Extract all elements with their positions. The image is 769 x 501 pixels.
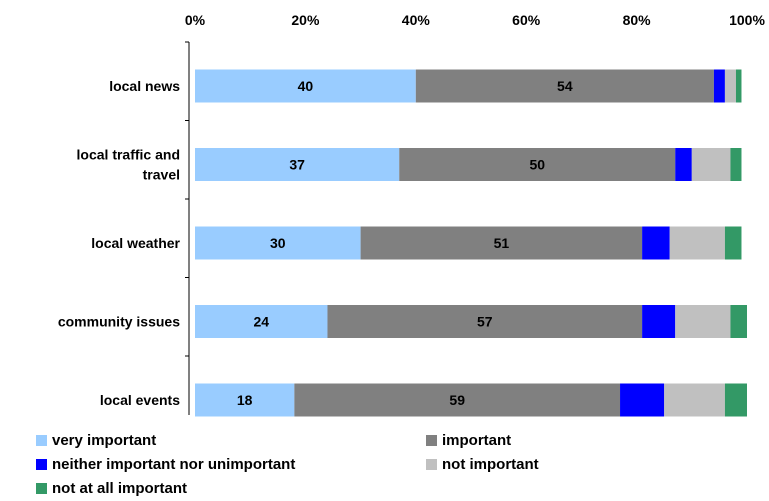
bar-segment bbox=[691, 148, 731, 181]
legend-swatch bbox=[36, 483, 47, 494]
legend-item: neither important nor unimportant bbox=[36, 456, 295, 473]
data-label: 24 bbox=[253, 314, 269, 330]
bar-segment bbox=[415, 69, 714, 103]
legend-item: not at all important bbox=[36, 480, 187, 497]
data-label: 18 bbox=[237, 392, 253, 408]
bar-segment bbox=[195, 226, 361, 260]
x-tick-label: 60% bbox=[512, 12, 541, 28]
bar-segment bbox=[675, 305, 731, 338]
legend: very important important neither important… bbox=[36, 432, 756, 500]
bar-segment bbox=[294, 383, 621, 417]
axis-layer: 0% 20% 40% 60% 80% 100% bbox=[185, 12, 765, 415]
legend-label: not at all important bbox=[52, 480, 187, 497]
data-label: 30 bbox=[270, 235, 286, 251]
bar-segment bbox=[195, 383, 295, 417]
bar-segment bbox=[730, 305, 747, 338]
legend-swatch bbox=[36, 459, 47, 470]
data-label: 59 bbox=[449, 392, 465, 408]
x-tick-label: 100% bbox=[729, 12, 765, 28]
category-label: community issues bbox=[58, 314, 180, 330]
bar-segment bbox=[195, 148, 400, 181]
legend-item: not important bbox=[426, 456, 539, 473]
legend-item: important bbox=[426, 432, 511, 449]
x-tick-label: 20% bbox=[291, 12, 320, 28]
data-label: 51 bbox=[494, 235, 510, 251]
bar-segment bbox=[675, 148, 692, 181]
data-label: 54 bbox=[557, 78, 573, 94]
legend-label: not important bbox=[442, 456, 539, 473]
x-tick-label: 40% bbox=[402, 12, 431, 28]
legend-swatch bbox=[426, 435, 437, 446]
bar-segment bbox=[642, 226, 670, 260]
x-tick-label: 80% bbox=[623, 12, 652, 28]
bar-segment bbox=[713, 69, 725, 103]
bar-segment bbox=[724, 383, 747, 417]
category-label: local news bbox=[109, 78, 180, 94]
legend-label: important bbox=[442, 432, 512, 449]
bar-segment bbox=[360, 226, 643, 260]
legend-swatch bbox=[426, 459, 437, 470]
legend-label: neither important nor unimportant bbox=[52, 456, 296, 473]
bar-segment bbox=[669, 226, 725, 260]
bar-segment bbox=[735, 69, 742, 103]
legend-label: very important bbox=[52, 432, 157, 449]
data-label: 37 bbox=[289, 157, 305, 173]
bar-segment bbox=[664, 383, 725, 417]
data-label: 57 bbox=[477, 314, 493, 330]
data-label: 50 bbox=[529, 157, 545, 173]
bar-segment bbox=[642, 305, 676, 338]
bar-segment bbox=[195, 69, 416, 103]
legend-item: very important bbox=[36, 432, 156, 449]
bar-segment bbox=[730, 148, 742, 181]
bars-layer bbox=[195, 69, 747, 417]
stacked-bar-chart: 0% 20% 40% 60% 80% 100% 40 54 local news 37 50 loc… bbox=[58, 12, 765, 417]
x-tick-label: 0% bbox=[185, 12, 206, 28]
bar-segment bbox=[327, 305, 643, 338]
labels-layer: 40 54 local news 37 50 local traffic and trave… bbox=[58, 78, 573, 408]
category-label: travel bbox=[143, 167, 180, 183]
category-label: local events bbox=[100, 392, 180, 408]
legend-swatch bbox=[36, 435, 47, 446]
bar-segment bbox=[620, 383, 665, 417]
bar-segment bbox=[399, 148, 676, 181]
bar-segment bbox=[724, 226, 742, 260]
category-label: local traffic and bbox=[77, 147, 180, 163]
category-label: local weather bbox=[91, 235, 180, 251]
bar-segment bbox=[724, 69, 736, 103]
data-label: 40 bbox=[298, 78, 314, 94]
bar-segment bbox=[195, 305, 328, 338]
